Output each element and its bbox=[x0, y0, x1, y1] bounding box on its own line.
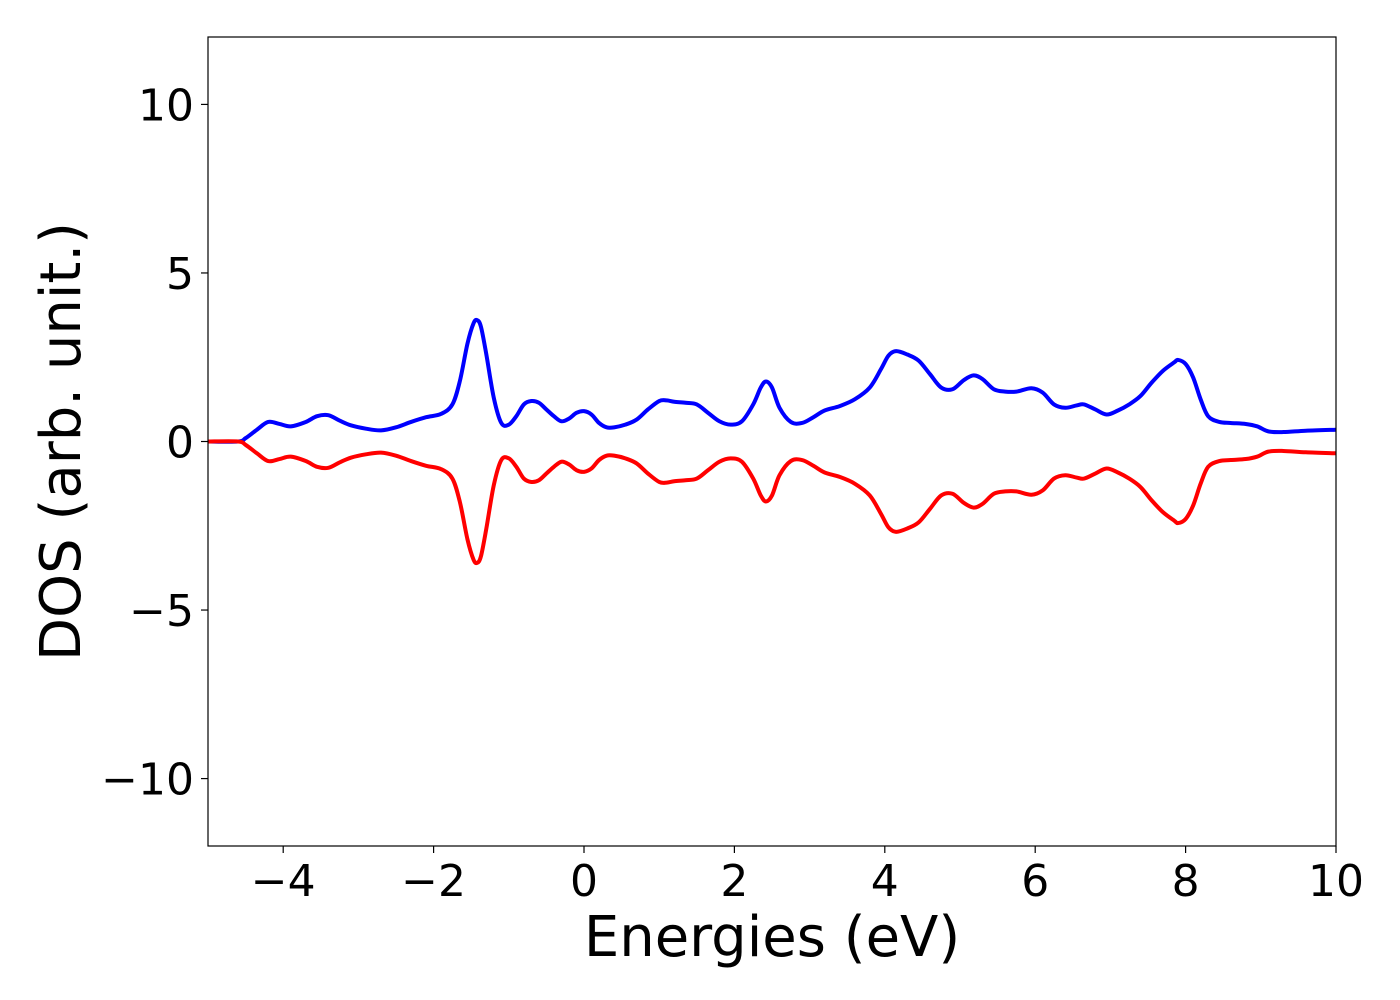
dos-series-line-red bbox=[207, 439, 1337, 566]
x-tick-label: 0 bbox=[570, 856, 598, 907]
x-tick-label: 2 bbox=[720, 856, 748, 907]
x-tick-label: 8 bbox=[1172, 856, 1200, 907]
y-tick-label: −10 bbox=[101, 755, 194, 806]
x-axis-label: Energies (eV) bbox=[584, 905, 960, 970]
y-tick-label: −5 bbox=[129, 586, 194, 637]
series-layer bbox=[207, 317, 1337, 566]
y-axis-ticks: −10 −5 0 5 10 bbox=[101, 80, 208, 806]
x-tick-label: 4 bbox=[871, 856, 899, 907]
x-tick-label: −4 bbox=[251, 856, 316, 907]
x-tick-label: −2 bbox=[401, 856, 466, 907]
x-tick-label: 10 bbox=[1308, 856, 1364, 907]
dos-series-line-blue bbox=[207, 317, 1337, 444]
y-tick-label: 0 bbox=[166, 418, 194, 469]
y-tick-label: 5 bbox=[166, 249, 194, 300]
plot-frame bbox=[207, 36, 1337, 847]
y-axis-label: DOS (arb. unit.) bbox=[29, 222, 94, 661]
x-axis-ticks: −4 −2 0 2 4 6 8 10 bbox=[251, 846, 1364, 907]
x-tick-label: 6 bbox=[1021, 856, 1049, 907]
y-tick-label: 10 bbox=[138, 80, 194, 131]
